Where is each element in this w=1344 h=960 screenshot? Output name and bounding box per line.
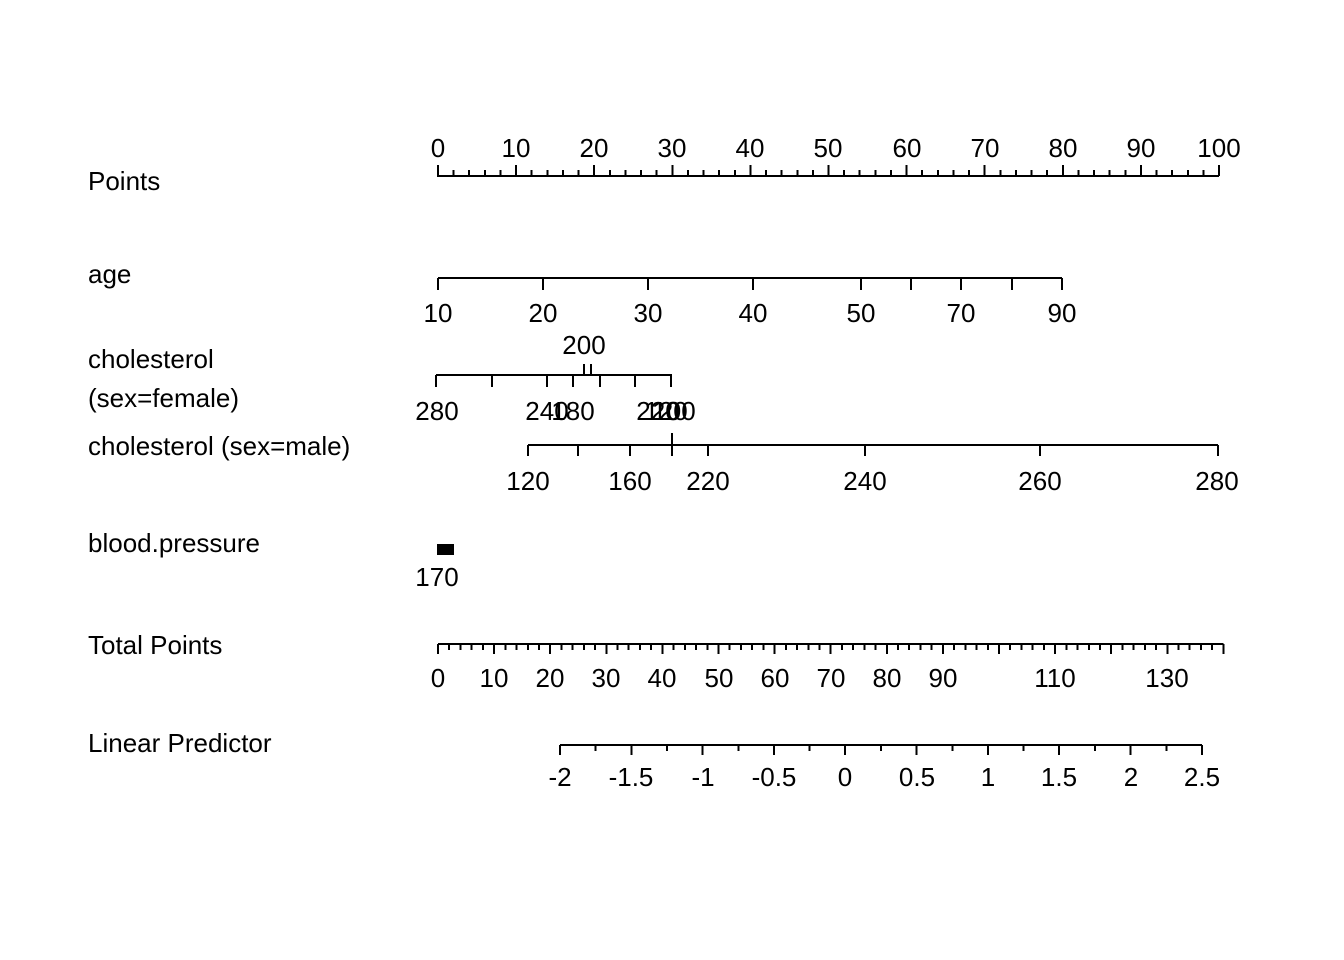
row-label-cholesterol-female-line2: (sex=female) bbox=[88, 383, 239, 413]
row-label-cholesterol-female-line1: cholesterol bbox=[88, 344, 214, 374]
row-label-cholesterol-male: cholesterol (sex=male) bbox=[88, 431, 351, 461]
tick-label: 30 bbox=[658, 133, 687, 163]
tick-label: 20 bbox=[580, 133, 609, 163]
tick-label: 220 bbox=[686, 466, 729, 496]
tick-label: 40 bbox=[739, 298, 768, 328]
tick-label: 2 bbox=[1124, 762, 1138, 792]
axis-cholesterol-male: 120 160 220 240 260 280 bbox=[506, 433, 1239, 496]
tick-label: 30 bbox=[634, 298, 663, 328]
row-label-blood-pressure: blood.pressure bbox=[88, 528, 260, 558]
tick-label: 50 bbox=[814, 133, 843, 163]
tick-label: 60 bbox=[893, 133, 922, 163]
tick-label: -0.5 bbox=[752, 762, 797, 792]
tick-label: 70 bbox=[971, 133, 1000, 163]
tick-label: 90 bbox=[1127, 133, 1156, 163]
axis-total-points: 0 10 20 30 40 50 60 70 80 90 110 130 bbox=[431, 643, 1225, 693]
axis-linear-predictor: -2 -1.5 -1 -0.5 0 0.5 1 1.5 2 2.5 bbox=[548, 744, 1220, 792]
tick-label: 120 bbox=[644, 396, 687, 426]
tick-label: 20 bbox=[529, 298, 558, 328]
tick-label: 70 bbox=[947, 298, 976, 328]
tick-label: 130 bbox=[1145, 663, 1188, 693]
tick-label: 180 bbox=[551, 396, 594, 426]
tick-label: 260 bbox=[1018, 466, 1061, 496]
tick-label: 40 bbox=[736, 133, 765, 163]
tick-label-above: 200 bbox=[562, 330, 605, 360]
tick-label: 100 bbox=[1197, 133, 1240, 163]
tick-label: 0 bbox=[431, 133, 445, 163]
tick-label: 280 bbox=[1195, 466, 1238, 496]
value-label: 170 bbox=[415, 562, 458, 592]
tick-label: 10 bbox=[424, 298, 453, 328]
tick-label: 90 bbox=[1048, 298, 1077, 328]
tick-label: 0 bbox=[838, 762, 852, 792]
row-label-total-points: Total Points bbox=[88, 630, 223, 660]
tick-label: -2 bbox=[548, 762, 571, 792]
axis-age: 10 20 30 40 50 70 90 bbox=[424, 277, 1077, 328]
tick-label: -1 bbox=[691, 762, 714, 792]
tick-label: 50 bbox=[847, 298, 876, 328]
tick-label: 60 bbox=[761, 663, 790, 693]
tick-label: 100 bbox=[652, 396, 695, 426]
row-label-linear-predictor: Linear Predictor bbox=[88, 728, 272, 758]
tick-label: 10 bbox=[502, 133, 531, 163]
tick-label: 0.5 bbox=[899, 762, 935, 792]
tick-label: 40 bbox=[648, 663, 677, 693]
row-label-age: age bbox=[88, 259, 132, 289]
axis-points: 0 10 20 30 40 50 60 70 80 90 100 bbox=[431, 133, 1241, 177]
tick-label: 0 bbox=[431, 663, 445, 693]
tick-label: 240 bbox=[525, 396, 568, 426]
tick-label: 220 bbox=[636, 396, 679, 426]
tick-label: 10 bbox=[480, 663, 509, 693]
tick-label: 1.5 bbox=[1041, 762, 1077, 792]
tick-label: 280 bbox=[415, 396, 458, 426]
tick-label: 160 bbox=[608, 466, 651, 496]
tick-label: 70 bbox=[817, 663, 846, 693]
tick-label: 90 bbox=[929, 663, 958, 693]
axis-blood-pressure: 170 bbox=[415, 544, 459, 592]
tick-label: 1 bbox=[981, 762, 995, 792]
tick-label: 240 bbox=[843, 466, 886, 496]
row-label-points: Points bbox=[88, 166, 161, 196]
tick-label: 110 bbox=[1034, 663, 1075, 693]
collapsed-axis-blob bbox=[437, 544, 454, 555]
tick-label: 30 bbox=[592, 663, 621, 693]
tick-label: 2.5 bbox=[1184, 762, 1220, 792]
tick-label: -1.5 bbox=[609, 762, 654, 792]
tick-label: 120 bbox=[506, 466, 549, 496]
tick-label: 50 bbox=[705, 663, 734, 693]
tick-label: 80 bbox=[1049, 133, 1078, 163]
tick-label: 20 bbox=[536, 663, 565, 693]
tick-label: 80 bbox=[873, 663, 902, 693]
